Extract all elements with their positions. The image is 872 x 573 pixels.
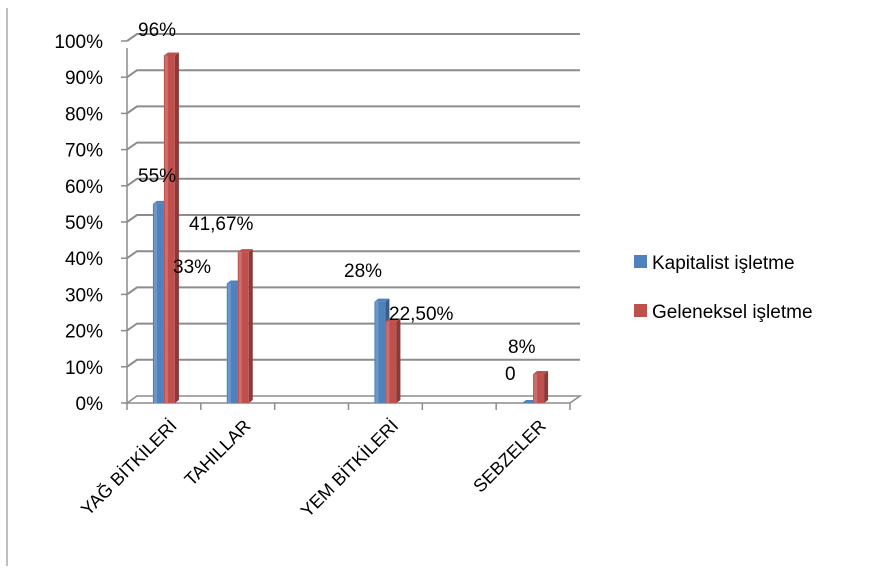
y-tick-label: 70% (65, 141, 103, 162)
gridline (126, 322, 580, 332)
data-label: 0 (505, 364, 516, 385)
gridline (126, 250, 580, 260)
data-label: 8% (508, 337, 536, 358)
data-label: 22,50% (389, 304, 454, 325)
gridline (126, 141, 580, 151)
legend: Kapitalist işletme Geleneksel işletme (634, 253, 813, 323)
gridline (126, 358, 580, 368)
x-category-label: SEBZELER (469, 416, 550, 497)
y-tick-label: 50% (65, 213, 103, 234)
x-category-label: YAĞ BİTKİLERİ (76, 415, 180, 519)
y-tick-label: 60% (65, 177, 103, 198)
data-label: 41,67% (189, 214, 254, 235)
gridline (126, 286, 580, 296)
bar (533, 371, 549, 403)
bar (163, 52, 179, 403)
bar (237, 249, 253, 403)
data-label: 55% (138, 166, 176, 187)
x-category-label: TAHILLAR (181, 416, 255, 490)
legend-label: Geleneksel işletme (652, 302, 813, 323)
y-tick-label: 100% (54, 32, 103, 53)
bars (152, 52, 549, 403)
bar (385, 318, 401, 403)
gridline (126, 33, 580, 42)
gridline (126, 214, 580, 223)
y-tick-label: 80% (65, 104, 103, 125)
y-tick-label: 20% (65, 322, 103, 343)
y-tick-label: 30% (65, 285, 103, 306)
y-tick-label: 10% (65, 358, 103, 379)
legend-item: Kapitalist işletme (634, 253, 795, 274)
x-category-label: YEM BİTKİLERİ (297, 416, 402, 521)
legend-label: Kapitalist işletme (652, 253, 795, 274)
legend-swatch (634, 304, 647, 317)
data-label: 33% (173, 257, 211, 278)
data-labels: 55% 33% 28% 0 96% 41,67% 22,50% 8% (138, 20, 536, 385)
gridlines (126, 33, 580, 368)
gridline (126, 177, 580, 187)
x-axis-category-labels: YAĞ BİTKİLERİ TAHILLAR YEM BİTKİLERİ SEBZEL… (76, 415, 550, 521)
y-tick-label: 0% (76, 394, 104, 415)
gridline (126, 105, 580, 115)
y-axis-tick-labels: 0% 10% 20% 30% 40% 50% 60% 70% 80% 90% 100% (54, 32, 103, 415)
y-tick-label: 40% (65, 249, 103, 270)
y-tick-label: 90% (65, 68, 103, 89)
data-label: 96% (138, 20, 176, 41)
legend-swatch (634, 255, 647, 268)
data-label: 28% (344, 261, 382, 282)
chart-floor (124, 395, 583, 404)
legend-item: Geleneksel işletme (634, 302, 813, 323)
gridline (126, 69, 580, 79)
